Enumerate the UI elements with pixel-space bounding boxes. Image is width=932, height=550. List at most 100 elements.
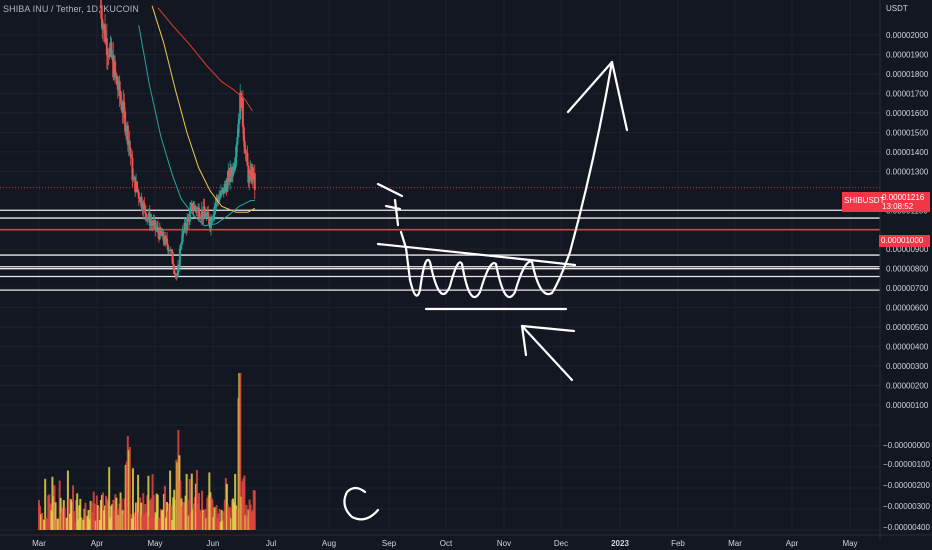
price-tick-label: 0.00001700 bbox=[886, 89, 929, 98]
volume-bar bbox=[127, 450, 130, 530]
candle-body bbox=[166, 238, 169, 246]
volume-bar bbox=[247, 509, 250, 530]
volume-bar bbox=[132, 515, 135, 530]
volume-bar bbox=[230, 518, 233, 530]
volume-bar bbox=[241, 481, 244, 530]
volume-bar bbox=[45, 517, 48, 530]
volume-bar bbox=[157, 518, 160, 530]
volume-bar bbox=[128, 447, 131, 530]
volume-bar bbox=[219, 521, 222, 530]
candle-body bbox=[180, 242, 183, 246]
volume-bar bbox=[49, 503, 52, 530]
price-axis-bg bbox=[880, 0, 932, 530]
time-tick-label: 2023 bbox=[611, 539, 629, 548]
volume-bar bbox=[166, 501, 169, 530]
candle-body bbox=[209, 218, 212, 229]
candle-body bbox=[237, 123, 240, 138]
candle-body bbox=[246, 153, 249, 166]
time-tick-label: Feb bbox=[671, 539, 685, 548]
price-tag-symbol: SHIBUSDT bbox=[844, 196, 885, 205]
candle-body bbox=[214, 202, 217, 207]
volume-bar bbox=[146, 495, 149, 530]
volume-bar bbox=[87, 509, 90, 530]
candle-body bbox=[146, 218, 149, 220]
candle-body bbox=[164, 236, 167, 244]
volume-bar bbox=[203, 511, 206, 530]
candle-body bbox=[178, 248, 181, 266]
volume-bar bbox=[179, 480, 182, 530]
candle-body bbox=[155, 228, 158, 230]
chart-grid bbox=[0, 0, 880, 531]
price-tick-label: 0.00000400 bbox=[886, 343, 929, 352]
volume-bar bbox=[143, 513, 146, 530]
volume-bar bbox=[158, 517, 161, 530]
candle-body bbox=[236, 137, 239, 145]
volume-bar bbox=[207, 495, 210, 530]
time-axis[interactable]: Mar Apr May Jun Jul Aug Sep Oct Nov Dec 2023 Feb Mar… bbox=[0, 534, 932, 548]
candle-body bbox=[132, 177, 135, 181]
candle-body bbox=[137, 192, 140, 199]
volume-bar bbox=[72, 485, 75, 530]
volume-bar bbox=[185, 473, 188, 530]
price-tick-label: 0.00000300 bbox=[886, 362, 929, 371]
volume-bar bbox=[129, 514, 132, 530]
volume-bar bbox=[163, 485, 166, 530]
candle-body bbox=[114, 61, 117, 73]
candle-body bbox=[181, 230, 184, 243]
candle-body bbox=[119, 95, 122, 101]
volume-bar bbox=[96, 505, 99, 530]
volume-bar bbox=[55, 519, 58, 530]
time-tick-label: Jun bbox=[207, 539, 220, 548]
volume-bar bbox=[242, 478, 245, 530]
volume-bar bbox=[173, 489, 176, 530]
candle-body bbox=[196, 208, 199, 212]
candle-body bbox=[143, 202, 146, 206]
time-tick-label: Mar bbox=[32, 539, 46, 548]
volume-tick-label: −0.00000000 bbox=[883, 441, 930, 450]
candle-body bbox=[177, 265, 180, 267]
price-axis[interactable]: 0.00002000 0.00001900 0.00001800 0.00001700… bbox=[879, 0, 932, 540]
candle-body bbox=[176, 275, 179, 277]
horizontal-levels bbox=[0, 187, 880, 291]
volume-bar bbox=[41, 512, 44, 530]
volume-bar bbox=[202, 509, 205, 530]
drawn-pointer-head bbox=[520, 324, 528, 357]
volume-bar bbox=[227, 508, 230, 530]
volume-bar bbox=[236, 509, 239, 530]
volume-bar bbox=[52, 496, 55, 530]
time-tick-label: Sep bbox=[382, 539, 397, 548]
candle-body bbox=[243, 141, 246, 154]
price-tick-label: 0.00002000 bbox=[886, 31, 929, 40]
candle-body bbox=[186, 217, 189, 230]
volume-bar bbox=[253, 490, 256, 530]
volume-bar bbox=[244, 515, 247, 530]
volume-bar bbox=[40, 514, 43, 530]
volume-bar bbox=[243, 475, 246, 530]
symbol-title[interactable]: SHIBA INU / Tether, 1D, KUCOIN bbox=[3, 4, 139, 14]
candle-body bbox=[106, 54, 109, 56]
volume-bar bbox=[107, 501, 110, 530]
volume-bar bbox=[252, 490, 255, 530]
volume-bar bbox=[92, 491, 95, 530]
candle-body bbox=[224, 184, 227, 186]
drawn-drop-arrow bbox=[399, 230, 412, 282]
volume-bar bbox=[148, 516, 151, 530]
volume-bar bbox=[217, 513, 220, 530]
volume-bar bbox=[150, 498, 153, 530]
volume-bar bbox=[97, 507, 100, 530]
candle-body bbox=[120, 100, 123, 110]
volume-bar bbox=[209, 492, 212, 530]
candle-body bbox=[115, 75, 118, 85]
volume-bar bbox=[80, 517, 83, 530]
pair-name: SHIBA INU / Tether bbox=[3, 4, 82, 14]
volume-bar bbox=[73, 510, 76, 530]
volume-bar bbox=[235, 505, 238, 530]
drawn-up-curve bbox=[568, 60, 614, 254]
candle-body bbox=[142, 202, 145, 212]
volume-bar bbox=[124, 464, 127, 530]
volume-bar bbox=[62, 500, 65, 530]
volume-bar bbox=[231, 499, 234, 530]
volume-bar bbox=[210, 497, 213, 530]
candle-body bbox=[238, 119, 241, 124]
